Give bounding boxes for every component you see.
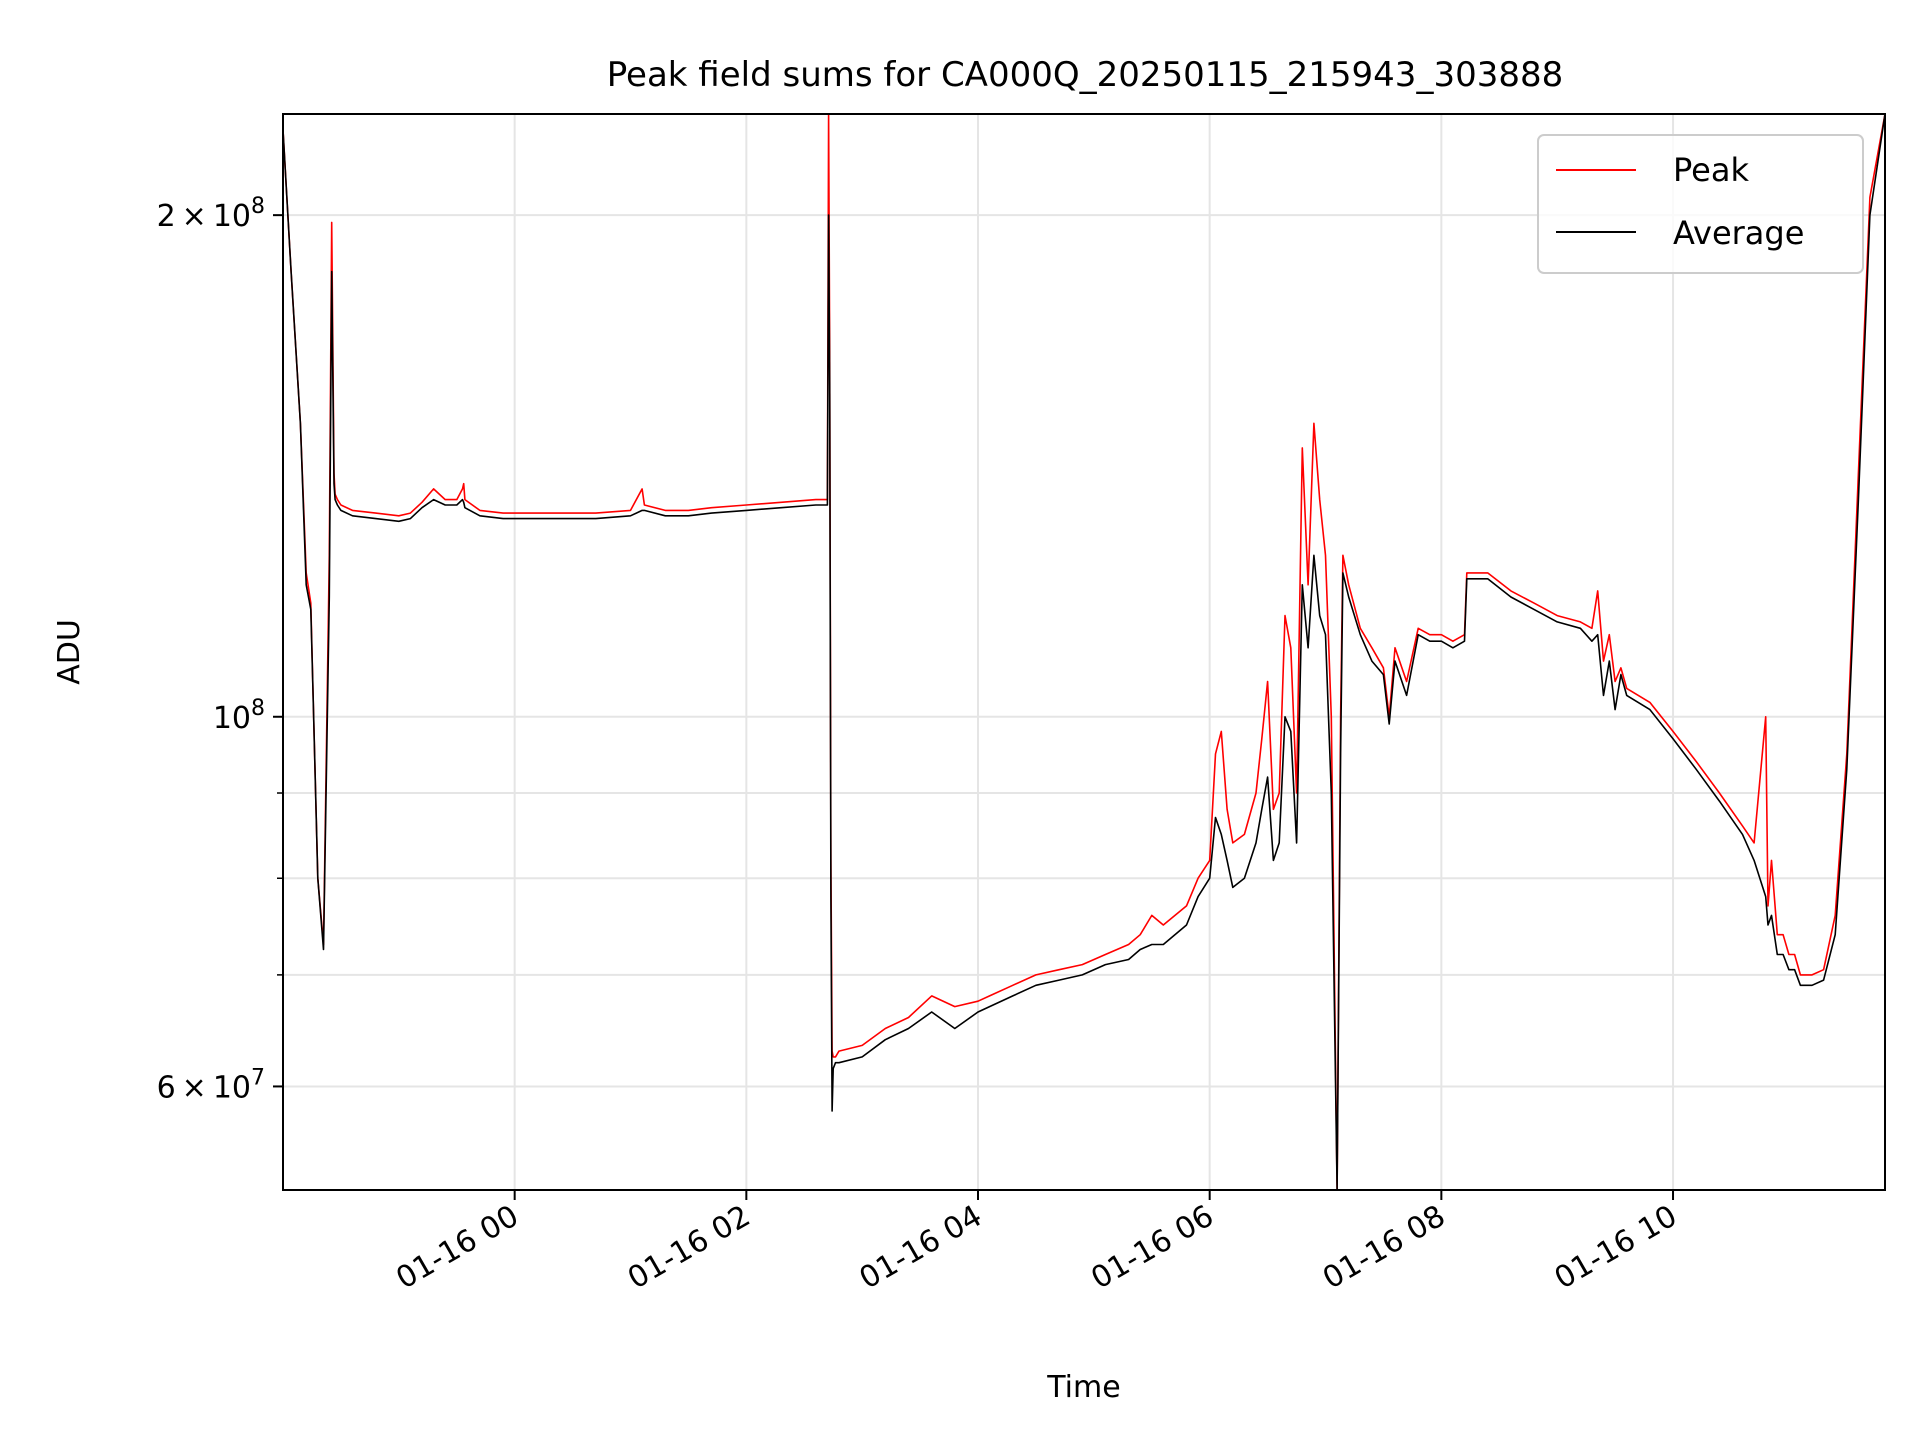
- y-tick-label: 6 × 107: [157, 1065, 265, 1105]
- x-axis-label: Time: [1046, 1370, 1120, 1405]
- legend-label-average: Average: [1673, 214, 1804, 252]
- y-axis: 6 × 107 108 2 × 108: [157, 194, 283, 1105]
- y-tick-label: 108: [213, 696, 265, 736]
- plot-area-frame: [282, 113, 1886, 1191]
- series-layer: [283, 114, 1885, 1190]
- series-line-average: [283, 114, 1885, 1190]
- legend: Peak Average: [1537, 134, 1864, 274]
- legend-label-peak: Peak: [1673, 151, 1749, 189]
- series-line-peak: [283, 114, 1885, 1190]
- y-axis-label: ADU: [52, 619, 87, 685]
- chart-title: Peak field sums for CA000Q_20250115_2159…: [607, 55, 1563, 95]
- y-tick-label: 2 × 108: [157, 194, 265, 234]
